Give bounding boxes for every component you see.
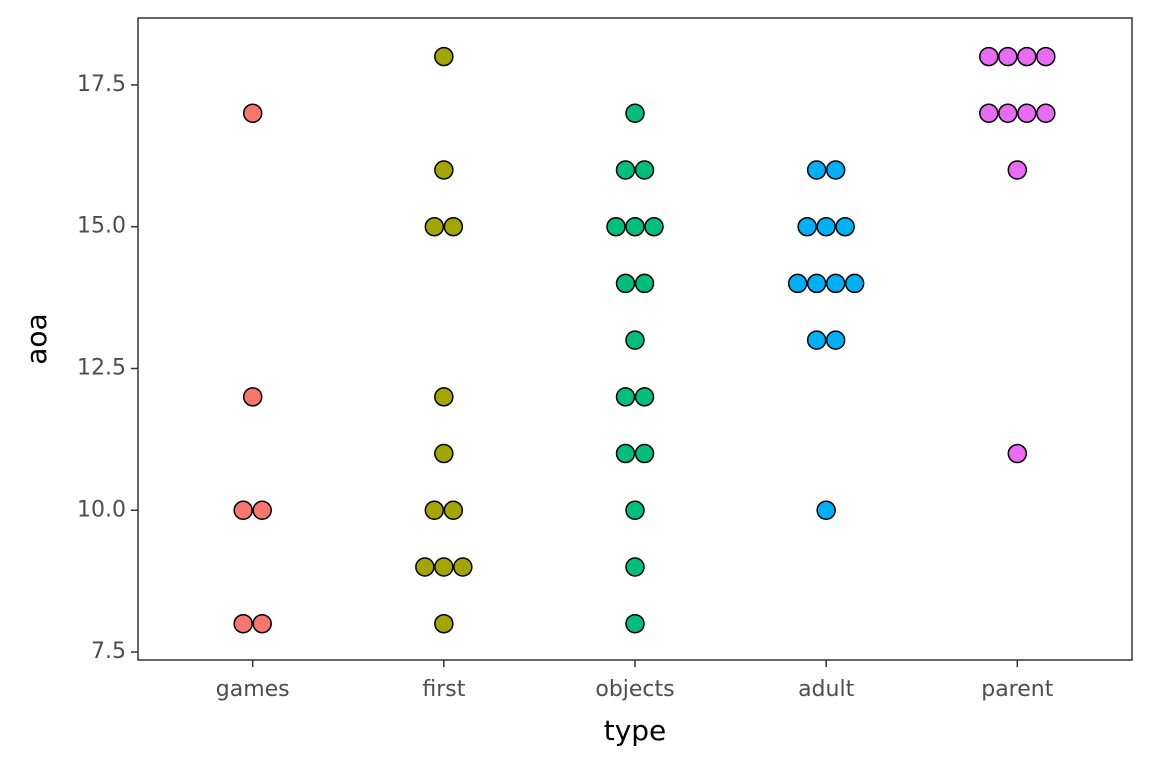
dot xyxy=(434,46,454,67)
dot xyxy=(825,160,846,180)
dot xyxy=(1017,103,1037,124)
dot xyxy=(634,273,655,294)
y-tick-label: 17.5 xyxy=(77,72,126,97)
dot xyxy=(1017,46,1037,67)
dot xyxy=(252,613,272,634)
dot xyxy=(825,330,846,350)
dot xyxy=(1036,103,1056,124)
dot xyxy=(797,216,817,237)
dot xyxy=(979,46,999,67)
dot xyxy=(625,613,645,634)
dot xyxy=(806,160,827,180)
dot xyxy=(615,160,636,180)
dot xyxy=(625,103,645,124)
dot xyxy=(443,500,464,521)
dot xyxy=(233,500,253,521)
dot xyxy=(998,103,1018,124)
x-tick-label: games xyxy=(216,677,290,702)
dot xyxy=(434,557,454,577)
dot xyxy=(835,216,855,237)
dot xyxy=(424,216,445,237)
dot xyxy=(625,216,645,237)
dot xyxy=(415,557,435,577)
dot xyxy=(242,387,263,407)
y-axis-title: aoa xyxy=(20,313,53,364)
dot xyxy=(634,443,655,464)
dot xyxy=(634,160,655,180)
dot xyxy=(998,46,1018,67)
dot xyxy=(434,387,454,407)
dot xyxy=(434,613,454,634)
dot xyxy=(644,216,664,237)
dot xyxy=(806,330,827,350)
dot xyxy=(625,500,645,521)
y-tick-label: 7.5 xyxy=(91,639,126,664)
dot xyxy=(625,330,645,350)
dot xyxy=(816,216,836,237)
dot xyxy=(615,387,636,407)
x-tick-label: adult xyxy=(798,677,855,702)
dot xyxy=(825,273,846,294)
x-tick-label: objects xyxy=(595,677,674,702)
dot xyxy=(606,216,626,237)
dot xyxy=(434,443,454,464)
dot xyxy=(844,273,865,294)
dot xyxy=(979,103,999,124)
dot xyxy=(816,500,836,521)
dot xyxy=(242,103,263,124)
dot xyxy=(434,160,454,180)
dot xyxy=(1036,46,1056,67)
dot xyxy=(806,273,827,294)
x-tick-label: first xyxy=(422,677,465,702)
y-tick-label: 12.5 xyxy=(77,355,126,380)
dot xyxy=(1007,443,1028,464)
dot xyxy=(453,557,473,577)
dot xyxy=(787,273,808,294)
dot xyxy=(615,443,636,464)
dot xyxy=(1007,160,1028,180)
dot xyxy=(615,273,636,294)
x-tick-label: parent xyxy=(981,677,1053,702)
dot xyxy=(625,557,645,577)
dot xyxy=(424,500,445,521)
dot xyxy=(443,216,464,237)
y-tick-label: 10.0 xyxy=(77,497,126,522)
dot xyxy=(233,613,253,634)
y-tick-label: 15.0 xyxy=(77,214,126,239)
dot xyxy=(634,387,655,407)
dot xyxy=(252,500,272,521)
x-axis-title: type xyxy=(604,714,667,747)
